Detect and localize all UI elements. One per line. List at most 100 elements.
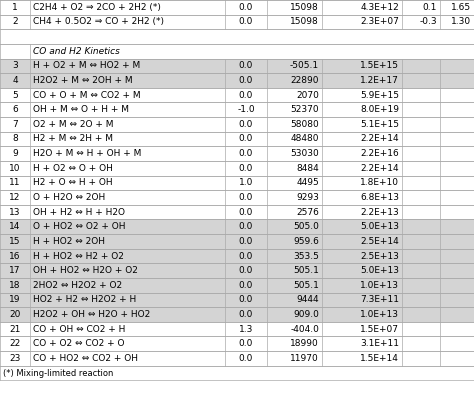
Text: 0.0: 0.0 [239, 281, 253, 290]
Text: 52370: 52370 [291, 105, 319, 114]
Text: 22890: 22890 [291, 76, 319, 85]
Text: -505.1: -505.1 [290, 61, 319, 70]
Text: 11970: 11970 [290, 354, 319, 363]
Bar [0, 117, 474, 132]
Text: -0.3: -0.3 [419, 17, 437, 26]
Bar [0, 366, 474, 380]
Text: 3.1E+11: 3.1E+11 [360, 339, 399, 348]
Bar [0, 293, 474, 307]
Text: HO2 + H2 ⇔ H2O2 + H: HO2 + H2 ⇔ H2O2 + H [33, 295, 136, 305]
Bar [0, 102, 474, 117]
Text: CO + OH ⇔ CO2 + H: CO + OH ⇔ CO2 + H [33, 325, 126, 334]
Text: 0.0: 0.0 [239, 90, 253, 100]
Text: 0.0: 0.0 [239, 3, 253, 12]
Bar [0, 307, 474, 322]
Text: 505.0: 505.0 [293, 222, 319, 231]
Text: 3: 3 [12, 61, 18, 70]
Bar [0, 322, 474, 337]
Text: 959.6: 959.6 [293, 237, 319, 246]
Text: 5.1E+15: 5.1E+15 [360, 120, 399, 129]
Text: (*) Mixing-limited reaction: (*) Mixing-limited reaction [3, 369, 113, 378]
Text: 1.3: 1.3 [239, 325, 253, 334]
Bar [0, 44, 474, 58]
Text: H2O + M ⇔ H + OH + M: H2O + M ⇔ H + OH + M [33, 149, 141, 158]
Text: 5.9E+15: 5.9E+15 [360, 90, 399, 100]
Text: 21: 21 [9, 325, 21, 334]
Text: H + O2 ⇔ O + OH: H + O2 ⇔ O + OH [33, 164, 113, 173]
Bar [0, 73, 474, 88]
Text: H + HO2 ⇔ 2OH: H + HO2 ⇔ 2OH [33, 237, 105, 246]
Text: 12: 12 [9, 193, 21, 202]
Text: 2070: 2070 [296, 90, 319, 100]
Bar [0, 220, 474, 234]
Text: 2.5E+14: 2.5E+14 [360, 237, 399, 246]
Text: 15: 15 [9, 237, 21, 246]
Text: 11: 11 [9, 179, 21, 187]
Text: 5.0E+13: 5.0E+13 [360, 266, 399, 275]
Text: O2 + M ⇔ 2O + M: O2 + M ⇔ 2O + M [33, 120, 113, 129]
Text: 0.0: 0.0 [239, 193, 253, 202]
Text: 2.2E+13: 2.2E+13 [360, 208, 399, 216]
Bar [0, 249, 474, 263]
Text: 4495: 4495 [296, 179, 319, 187]
Text: 2576: 2576 [296, 208, 319, 216]
Text: 14: 14 [9, 222, 21, 231]
Text: 8: 8 [12, 134, 18, 143]
Text: 19: 19 [9, 295, 21, 305]
Text: 353.5: 353.5 [293, 252, 319, 261]
Text: -404.0: -404.0 [290, 325, 319, 334]
Text: 0.1: 0.1 [423, 3, 437, 12]
Text: 2.5E+13: 2.5E+13 [360, 252, 399, 261]
Text: O + H2O ⇔ 2OH: O + H2O ⇔ 2OH [33, 193, 105, 202]
Text: 0.0: 0.0 [239, 164, 253, 173]
Bar [0, 58, 474, 73]
Text: 53030: 53030 [290, 149, 319, 158]
Text: 13: 13 [9, 208, 21, 216]
Text: 2.2E+14: 2.2E+14 [360, 164, 399, 173]
Bar [0, 263, 474, 278]
Text: 0.0: 0.0 [239, 17, 253, 26]
Text: 0.0: 0.0 [239, 61, 253, 70]
Bar [0, 175, 474, 190]
Text: 1.30: 1.30 [451, 17, 471, 26]
Text: 0.0: 0.0 [239, 339, 253, 348]
Text: 0.0: 0.0 [239, 266, 253, 275]
Bar [0, 190, 474, 205]
Text: 4: 4 [12, 76, 18, 85]
Text: 2: 2 [12, 17, 18, 26]
Bar [0, 88, 474, 102]
Bar [0, 146, 474, 161]
Text: 0.0: 0.0 [239, 222, 253, 231]
Text: CO + O2 ⇔ CO2 + O: CO + O2 ⇔ CO2 + O [33, 339, 125, 348]
Text: 2.2E+16: 2.2E+16 [360, 149, 399, 158]
Text: 1.2E+17: 1.2E+17 [360, 76, 399, 85]
Text: 5: 5 [12, 90, 18, 100]
Text: C2H4 + O2 ⇒ 2CO + 2H2 (*): C2H4 + O2 ⇒ 2CO + 2H2 (*) [33, 3, 161, 12]
Text: 15098: 15098 [290, 3, 319, 12]
Text: 0.0: 0.0 [239, 76, 253, 85]
Text: 0.0: 0.0 [239, 208, 253, 216]
Text: 5.0E+13: 5.0E+13 [360, 222, 399, 231]
Bar [0, 351, 474, 366]
Text: 1.65: 1.65 [451, 3, 471, 12]
Text: 0.0: 0.0 [239, 149, 253, 158]
Text: 1.5E+07: 1.5E+07 [360, 325, 399, 334]
Text: 1: 1 [12, 3, 18, 12]
Bar [0, 278, 474, 293]
Text: 0.0: 0.0 [239, 252, 253, 261]
Text: CO and H2 Kinetics: CO and H2 Kinetics [33, 47, 120, 56]
Text: 0.0: 0.0 [239, 354, 253, 363]
Text: 8.0E+19: 8.0E+19 [360, 105, 399, 114]
Text: H2O2 + OH ⇔ H2O + HO2: H2O2 + OH ⇔ H2O + HO2 [33, 310, 150, 319]
Text: H2 + O ⇔ H + OH: H2 + O ⇔ H + OH [33, 179, 113, 187]
Bar [0, 337, 474, 351]
Text: 1.5E+14: 1.5E+14 [360, 354, 399, 363]
Text: 0.0: 0.0 [239, 310, 253, 319]
Text: 58080: 58080 [290, 120, 319, 129]
Text: 15098: 15098 [290, 17, 319, 26]
Text: 2.3E+07: 2.3E+07 [360, 17, 399, 26]
Text: 9444: 9444 [296, 295, 319, 305]
Text: 1.8E+10: 1.8E+10 [360, 179, 399, 187]
Text: 1.0: 1.0 [239, 179, 253, 187]
Text: 0.0: 0.0 [239, 120, 253, 129]
